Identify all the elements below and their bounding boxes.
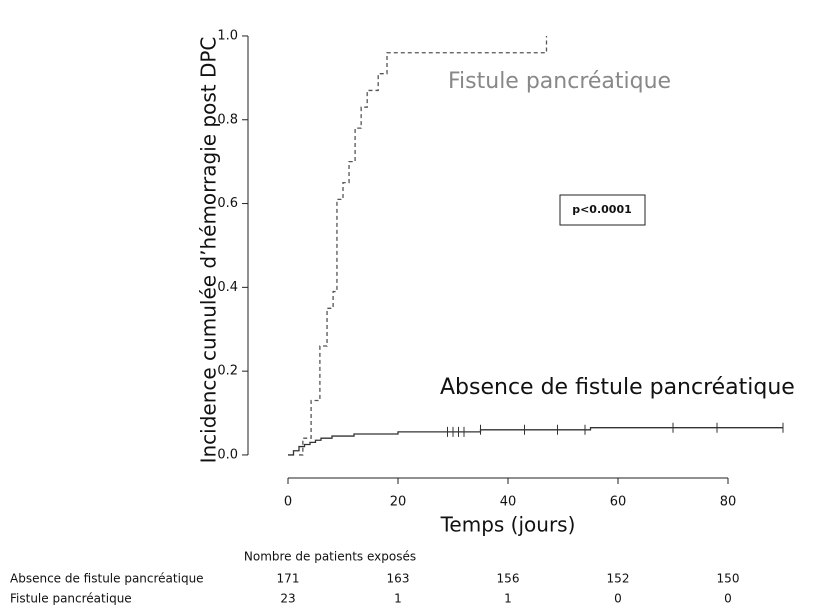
risk-value: 1 [504,592,512,606]
y-tick-label: 0.0 [217,447,238,462]
series-label: Absence de fistule pancréatique [440,375,795,400]
x-axis-label: Temps (jours) [440,513,576,537]
annotation: p<0.0001 [572,203,632,216]
risk-value: 163 [387,572,410,586]
step-line [288,427,783,456]
annotation-box [559,194,646,226]
series-label: Fistule pancréatique [448,69,671,94]
y-axis-label: Incidence cumulée d’hémorragie post DPC [197,37,221,464]
x-tick-label: 60 [610,495,627,510]
x-tick-label: 0 [284,495,292,510]
y-tick-label: 0.8 [217,112,238,127]
risk-value: 1 [394,592,402,606]
step-line [299,35,548,456]
risk-row-label: Absence de fistule pancréatique [10,572,204,586]
risk-value: 0 [614,592,622,606]
risk-row-label: Fistule pancréatique [10,592,132,606]
risk-value: 171 [277,572,300,586]
risk-table-title: Nombre de patients exposés [244,550,416,564]
x-tick-label: 40 [500,495,517,510]
y-tick-label: 0.4 [217,280,238,295]
risk-value: 0 [724,592,732,606]
risk-value: 150 [717,572,740,586]
risk-value: 156 [497,572,520,586]
y-tick-label: 0.2 [217,364,238,379]
y-tick-label: 0.6 [217,196,238,211]
y-tick-label: 1.0 [217,28,238,43]
x-tick-label: 20 [390,495,407,510]
risk-value: 23 [280,592,295,606]
x-tick-label: 80 [720,495,737,510]
risk-value: 152 [607,572,630,586]
